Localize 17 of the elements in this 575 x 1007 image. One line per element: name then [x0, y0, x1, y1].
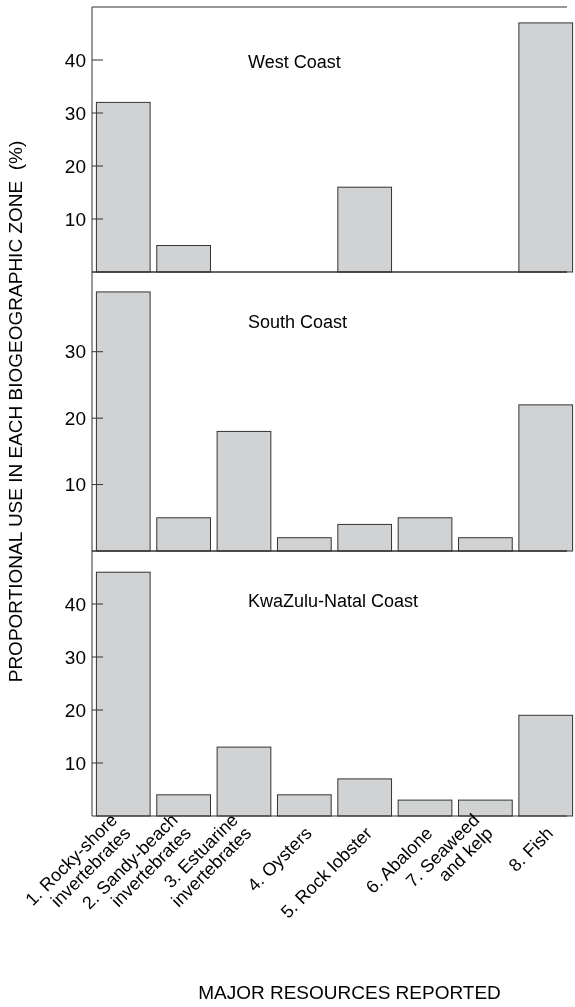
x-tick-label: 8. Fish	[504, 823, 558, 876]
y-tick-label: 10	[64, 474, 86, 496]
y-tick-label: 30	[64, 341, 86, 363]
y-tick-label: 40	[64, 49, 86, 71]
y-tick-label: 20	[64, 407, 86, 429]
y-tick-label: 30	[64, 646, 86, 668]
x-axis-title: MAJOR RESOURCES REPORTED	[198, 982, 501, 1003]
y-axis-title: PROPORTIONAL USE IN EACH BIOGEOGRAPHIC ZONE (%)	[5, 140, 26, 683]
text: South Coast	[248, 312, 348, 333]
y-tick-label: 20	[64, 155, 86, 177]
y-tick-label: 40	[64, 593, 86, 615]
text: KwaZulu-Natal Coast	[248, 591, 419, 612]
y-tick-label: 10	[64, 752, 86, 774]
text: West Coast	[248, 52, 341, 73]
y-tick-label: 10	[64, 208, 86, 230]
y-tick-label: 30	[64, 102, 86, 124]
y-tick-label: 20	[64, 699, 86, 721]
